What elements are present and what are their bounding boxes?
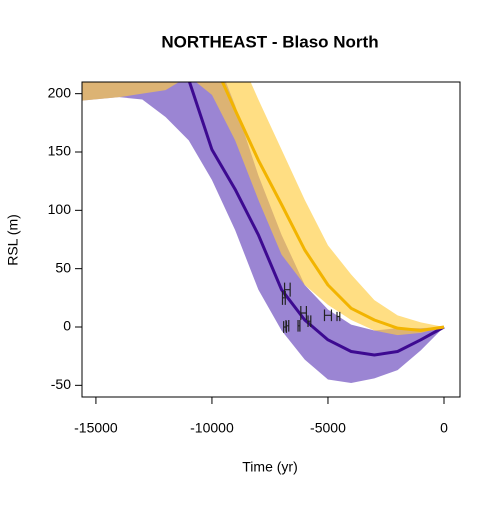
y-tick-label: 50: [55, 259, 71, 275]
series-line: [220, 82, 445, 332]
error-box: [307, 315, 312, 327]
data-point: [300, 306, 307, 320]
y-tick-label: 200: [48, 84, 72, 100]
plot-area: [82, 82, 445, 383]
data-point: [281, 290, 286, 305]
data-point: [323, 309, 333, 322]
x-tick-label: -5000: [310, 420, 346, 436]
data-point: [285, 320, 290, 332]
series-line: [187, 82, 445, 357]
y-tick-label: 0: [63, 318, 71, 334]
data-point: [297, 320, 301, 332]
y-tick-label: 100: [48, 201, 72, 217]
y-tick-label: 150: [48, 143, 72, 159]
data-point: [307, 315, 312, 327]
data-point: [283, 282, 291, 297]
y-axis-label: RSL (m): [5, 214, 21, 266]
x-tick-label: -15000: [74, 420, 118, 436]
uncertainty-band: [82, 82, 444, 336]
data-point: [336, 311, 341, 322]
x-axis-label: Time (yr): [242, 459, 297, 475]
plot-frame: [81, 81, 461, 398]
error-box: [323, 309, 333, 322]
error-box: [300, 306, 307, 320]
x-tick-label: 0: [440, 420, 448, 436]
chart-title: NORTHEAST - Blaso North: [161, 32, 378, 51]
uncertainty-band: [82, 82, 444, 383]
error-box: [297, 320, 301, 332]
error-box: [336, 311, 341, 322]
x-tick-label: -10000: [190, 420, 234, 436]
y-tick-label: -50: [51, 376, 71, 392]
error-box: [283, 282, 291, 297]
error-box: [281, 290, 286, 305]
error-box: [285, 320, 290, 332]
